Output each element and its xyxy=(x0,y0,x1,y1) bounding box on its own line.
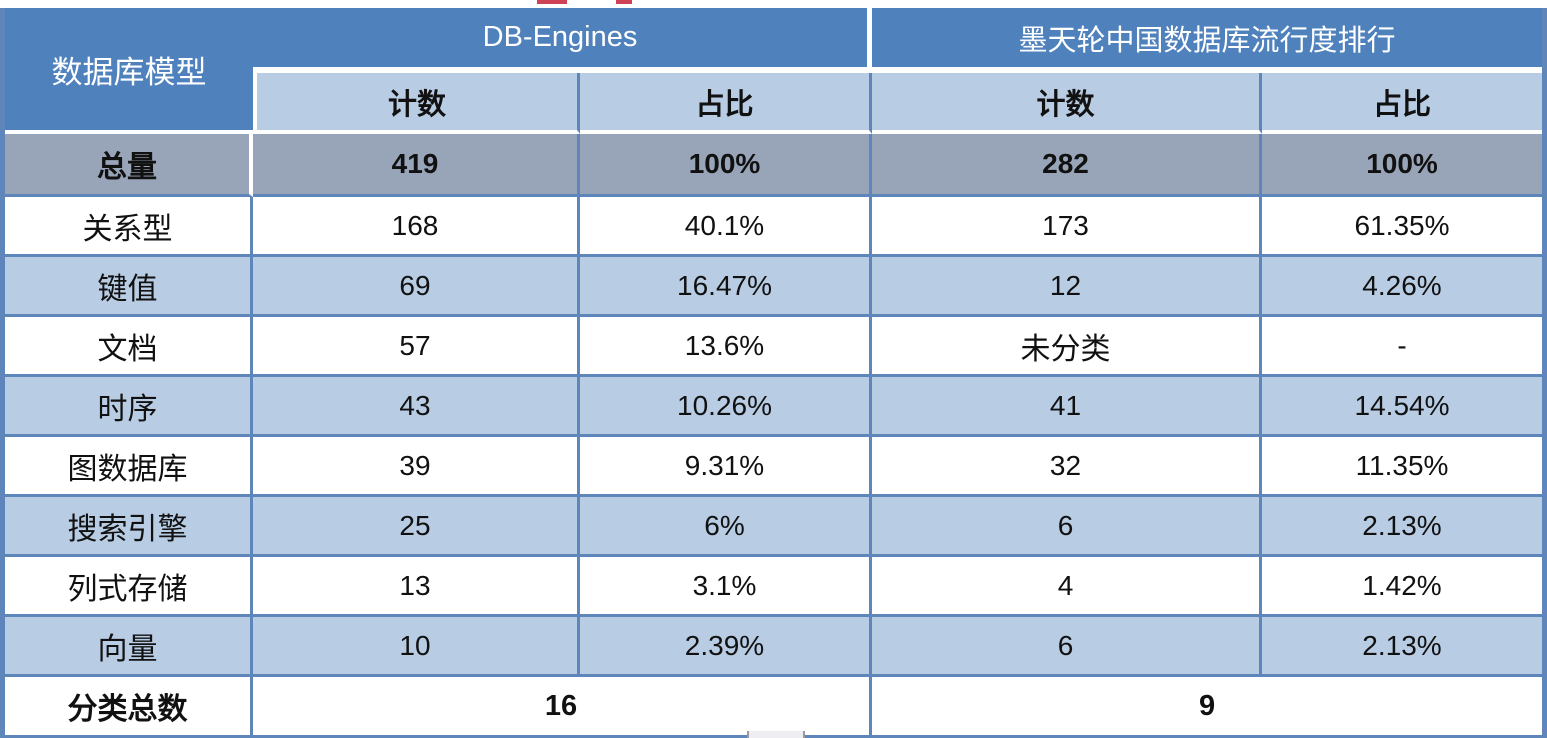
row-label: 文档 xyxy=(5,317,253,377)
cell-value-dbengines-categories: 16 xyxy=(253,677,872,735)
corner-header-cell: 数据库模型 xyxy=(5,8,253,134)
cell-value: 173 xyxy=(872,197,1262,257)
cell-value: 4.26% xyxy=(1262,257,1543,317)
cell-value: 61.35% xyxy=(1262,197,1543,257)
cell-value: 100% xyxy=(1262,134,1543,197)
table-row: 向量 10 2.39% 6 2.13% xyxy=(5,617,1543,677)
cropped-red-text-artifact xyxy=(616,0,632,4)
cell-value: 4 xyxy=(872,557,1262,617)
cell-value: 168 xyxy=(253,197,580,257)
cell-value: 69 xyxy=(253,257,580,317)
cell-value: 43 xyxy=(253,377,580,437)
row-label: 时序 xyxy=(5,377,253,437)
cell-value: 11.35% xyxy=(1262,437,1543,497)
cell-value: 3.1% xyxy=(580,557,872,617)
table-row-category-total: 分类总数 16 9 xyxy=(5,677,1543,735)
cell-value: 6% xyxy=(580,497,872,557)
cell-value: 14.54% xyxy=(1262,377,1543,437)
row-label: 列式存储 xyxy=(5,557,253,617)
cell-value: 10 xyxy=(253,617,580,677)
group-header-motianlun: 墨天轮中国数据库流行度排行 xyxy=(872,8,1543,73)
cell-value: 419 xyxy=(253,134,580,197)
cell-value: - xyxy=(1262,317,1543,377)
table-row: 时序 43 10.26% 41 14.54% xyxy=(5,377,1543,437)
cell-value: 2.39% xyxy=(580,617,872,677)
cell-value: 6 xyxy=(872,617,1262,677)
cell-value: 41 xyxy=(872,377,1262,437)
cell-value: 6 xyxy=(872,497,1262,557)
row-label: 分类总数 xyxy=(5,677,253,735)
cell-value: 13.6% xyxy=(580,317,872,377)
table-row: 键值 69 16.47% 12 4.26% xyxy=(5,257,1543,317)
cell-value: 40.1% xyxy=(580,197,872,257)
subheader-count-dbengines: 计数 xyxy=(253,73,580,134)
cell-value: 25 xyxy=(253,497,580,557)
database-model-comparison-table: 数据库模型 DB-Engines 墨天轮中国数据库流行度排行 计数 占比 计数 … xyxy=(0,8,1547,738)
subheader-count-motianlun: 计数 xyxy=(872,73,1262,134)
cell-value: 10.26% xyxy=(580,377,872,437)
cell-value: 57 xyxy=(253,317,580,377)
cell-value: 2.13% xyxy=(1262,497,1543,557)
cell-value: 2.13% xyxy=(1262,617,1543,677)
cell-value: 282 xyxy=(872,134,1262,197)
row-label: 图数据库 xyxy=(5,437,253,497)
group-header-db-engines: DB-Engines xyxy=(253,8,872,73)
cell-value: 100% xyxy=(580,134,872,197)
group-header-row: 数据库模型 DB-Engines 墨天轮中国数据库流行度排行 xyxy=(5,8,1543,134)
table-row: 图数据库 39 9.31% 32 11.35% xyxy=(5,437,1543,497)
cell-value: 1.42% xyxy=(1262,557,1543,617)
row-label: 搜索引擎 xyxy=(5,497,253,557)
subheader-share-motianlun: 占比 xyxy=(1262,73,1543,134)
table-row: 搜索引擎 25 6% 6 2.13% xyxy=(5,497,1543,557)
table-row-total: 总量 419 100% 282 100% xyxy=(5,134,1543,197)
row-label: 关系型 xyxy=(5,197,253,257)
cell-value: 16.47% xyxy=(580,257,872,317)
row-label: 总量 xyxy=(5,134,253,197)
cropped-scrollbar-artifact xyxy=(747,731,805,738)
table-row: 文档 57 13.6% 未分类 - xyxy=(5,317,1543,377)
cell-value: 未分类 xyxy=(872,317,1262,377)
table-row: 列式存储 13 3.1% 4 1.42% xyxy=(5,557,1543,617)
cropped-red-text-artifact xyxy=(537,0,567,4)
cell-value: 13 xyxy=(253,557,580,617)
cell-value: 32 xyxy=(872,437,1262,497)
cell-value-motianlun-categories: 9 xyxy=(872,677,1543,735)
cell-value: 9.31% xyxy=(580,437,872,497)
sub-header-row: 计数 占比 计数 占比 xyxy=(5,73,1543,134)
table-row: 关系型 168 40.1% 173 61.35% xyxy=(5,197,1543,257)
row-label: 向量 xyxy=(5,617,253,677)
cell-value: 39 xyxy=(253,437,580,497)
cell-value: 12 xyxy=(872,257,1262,317)
subheader-share-dbengines: 占比 xyxy=(580,73,872,134)
row-label: 键值 xyxy=(5,257,253,317)
